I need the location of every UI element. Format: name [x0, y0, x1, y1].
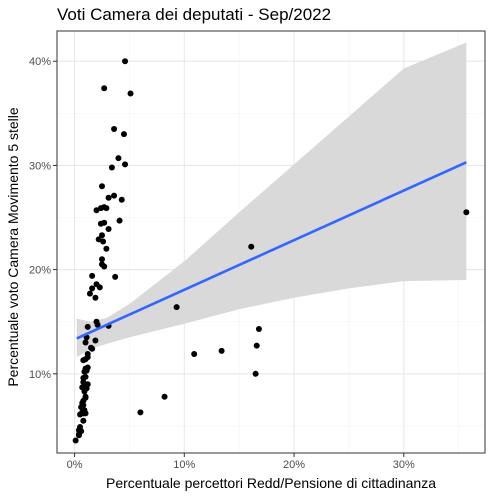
data-point	[118, 196, 125, 203]
data-point	[77, 411, 84, 418]
data-point	[115, 155, 122, 162]
data-point	[218, 347, 225, 354]
data-point	[161, 393, 168, 400]
chart-title: Voti Camera dei deputati - Sep/2022	[57, 5, 331, 24]
x-tick-label: 0%	[67, 459, 83, 471]
data-point	[72, 437, 79, 444]
data-point	[173, 304, 180, 311]
data-point	[83, 367, 90, 374]
data-point	[92, 294, 99, 301]
data-point	[89, 285, 96, 292]
data-point	[255, 326, 262, 333]
data-point	[252, 370, 259, 377]
x-tick-label: 20%	[283, 459, 305, 471]
data-point	[108, 164, 115, 171]
y-tick-label: 20%	[29, 265, 51, 277]
data-point	[248, 243, 255, 250]
data-point	[93, 207, 100, 214]
x-tick-label: 10%	[173, 459, 195, 471]
data-point	[127, 90, 134, 97]
regression-line	[76, 161, 467, 340]
data-point	[103, 245, 110, 252]
data-point	[98, 183, 105, 190]
data-point	[191, 351, 198, 358]
y-tick-label: 30%	[29, 160, 51, 172]
x-axis-title: Percentuale percettori Redd/Pensione di …	[106, 475, 436, 491]
y-axis-title: Percentuale voto Camera Movimento 5 stel…	[5, 107, 21, 387]
y-tick-label: 40%	[29, 56, 51, 68]
data-point	[80, 417, 87, 424]
data-point	[86, 290, 93, 297]
y-tick-label: 10%	[29, 369, 51, 381]
data-point	[120, 131, 127, 138]
data-point	[111, 192, 118, 199]
data-point	[137, 409, 144, 416]
data-point	[98, 256, 105, 263]
data-point	[101, 219, 108, 226]
data-point	[79, 384, 86, 391]
data-point	[463, 209, 470, 216]
data-point	[98, 232, 105, 239]
data-point	[92, 337, 99, 344]
data-point	[101, 263, 108, 270]
data-point	[93, 281, 100, 288]
data-point	[84, 323, 91, 330]
plot-panel	[56, 30, 486, 454]
data-point	[80, 374, 87, 381]
data-point	[94, 321, 101, 328]
data-point	[253, 342, 260, 349]
data-point	[82, 339, 89, 346]
data-point	[89, 345, 96, 352]
data-point	[103, 205, 110, 212]
data-point	[82, 356, 89, 363]
data-point	[75, 432, 82, 439]
data-point	[89, 272, 96, 279]
data-point	[122, 161, 129, 168]
data-point	[122, 58, 129, 65]
data-point	[105, 225, 112, 232]
data-point	[111, 125, 118, 132]
panel-border	[56, 30, 486, 454]
data-point	[112, 273, 119, 280]
confidence-band	[76, 42, 467, 358]
x-tick-label: 30%	[393, 459, 415, 471]
data-point	[95, 236, 102, 243]
data-point	[101, 85, 108, 92]
data-point	[116, 217, 123, 224]
data-point	[105, 194, 112, 201]
